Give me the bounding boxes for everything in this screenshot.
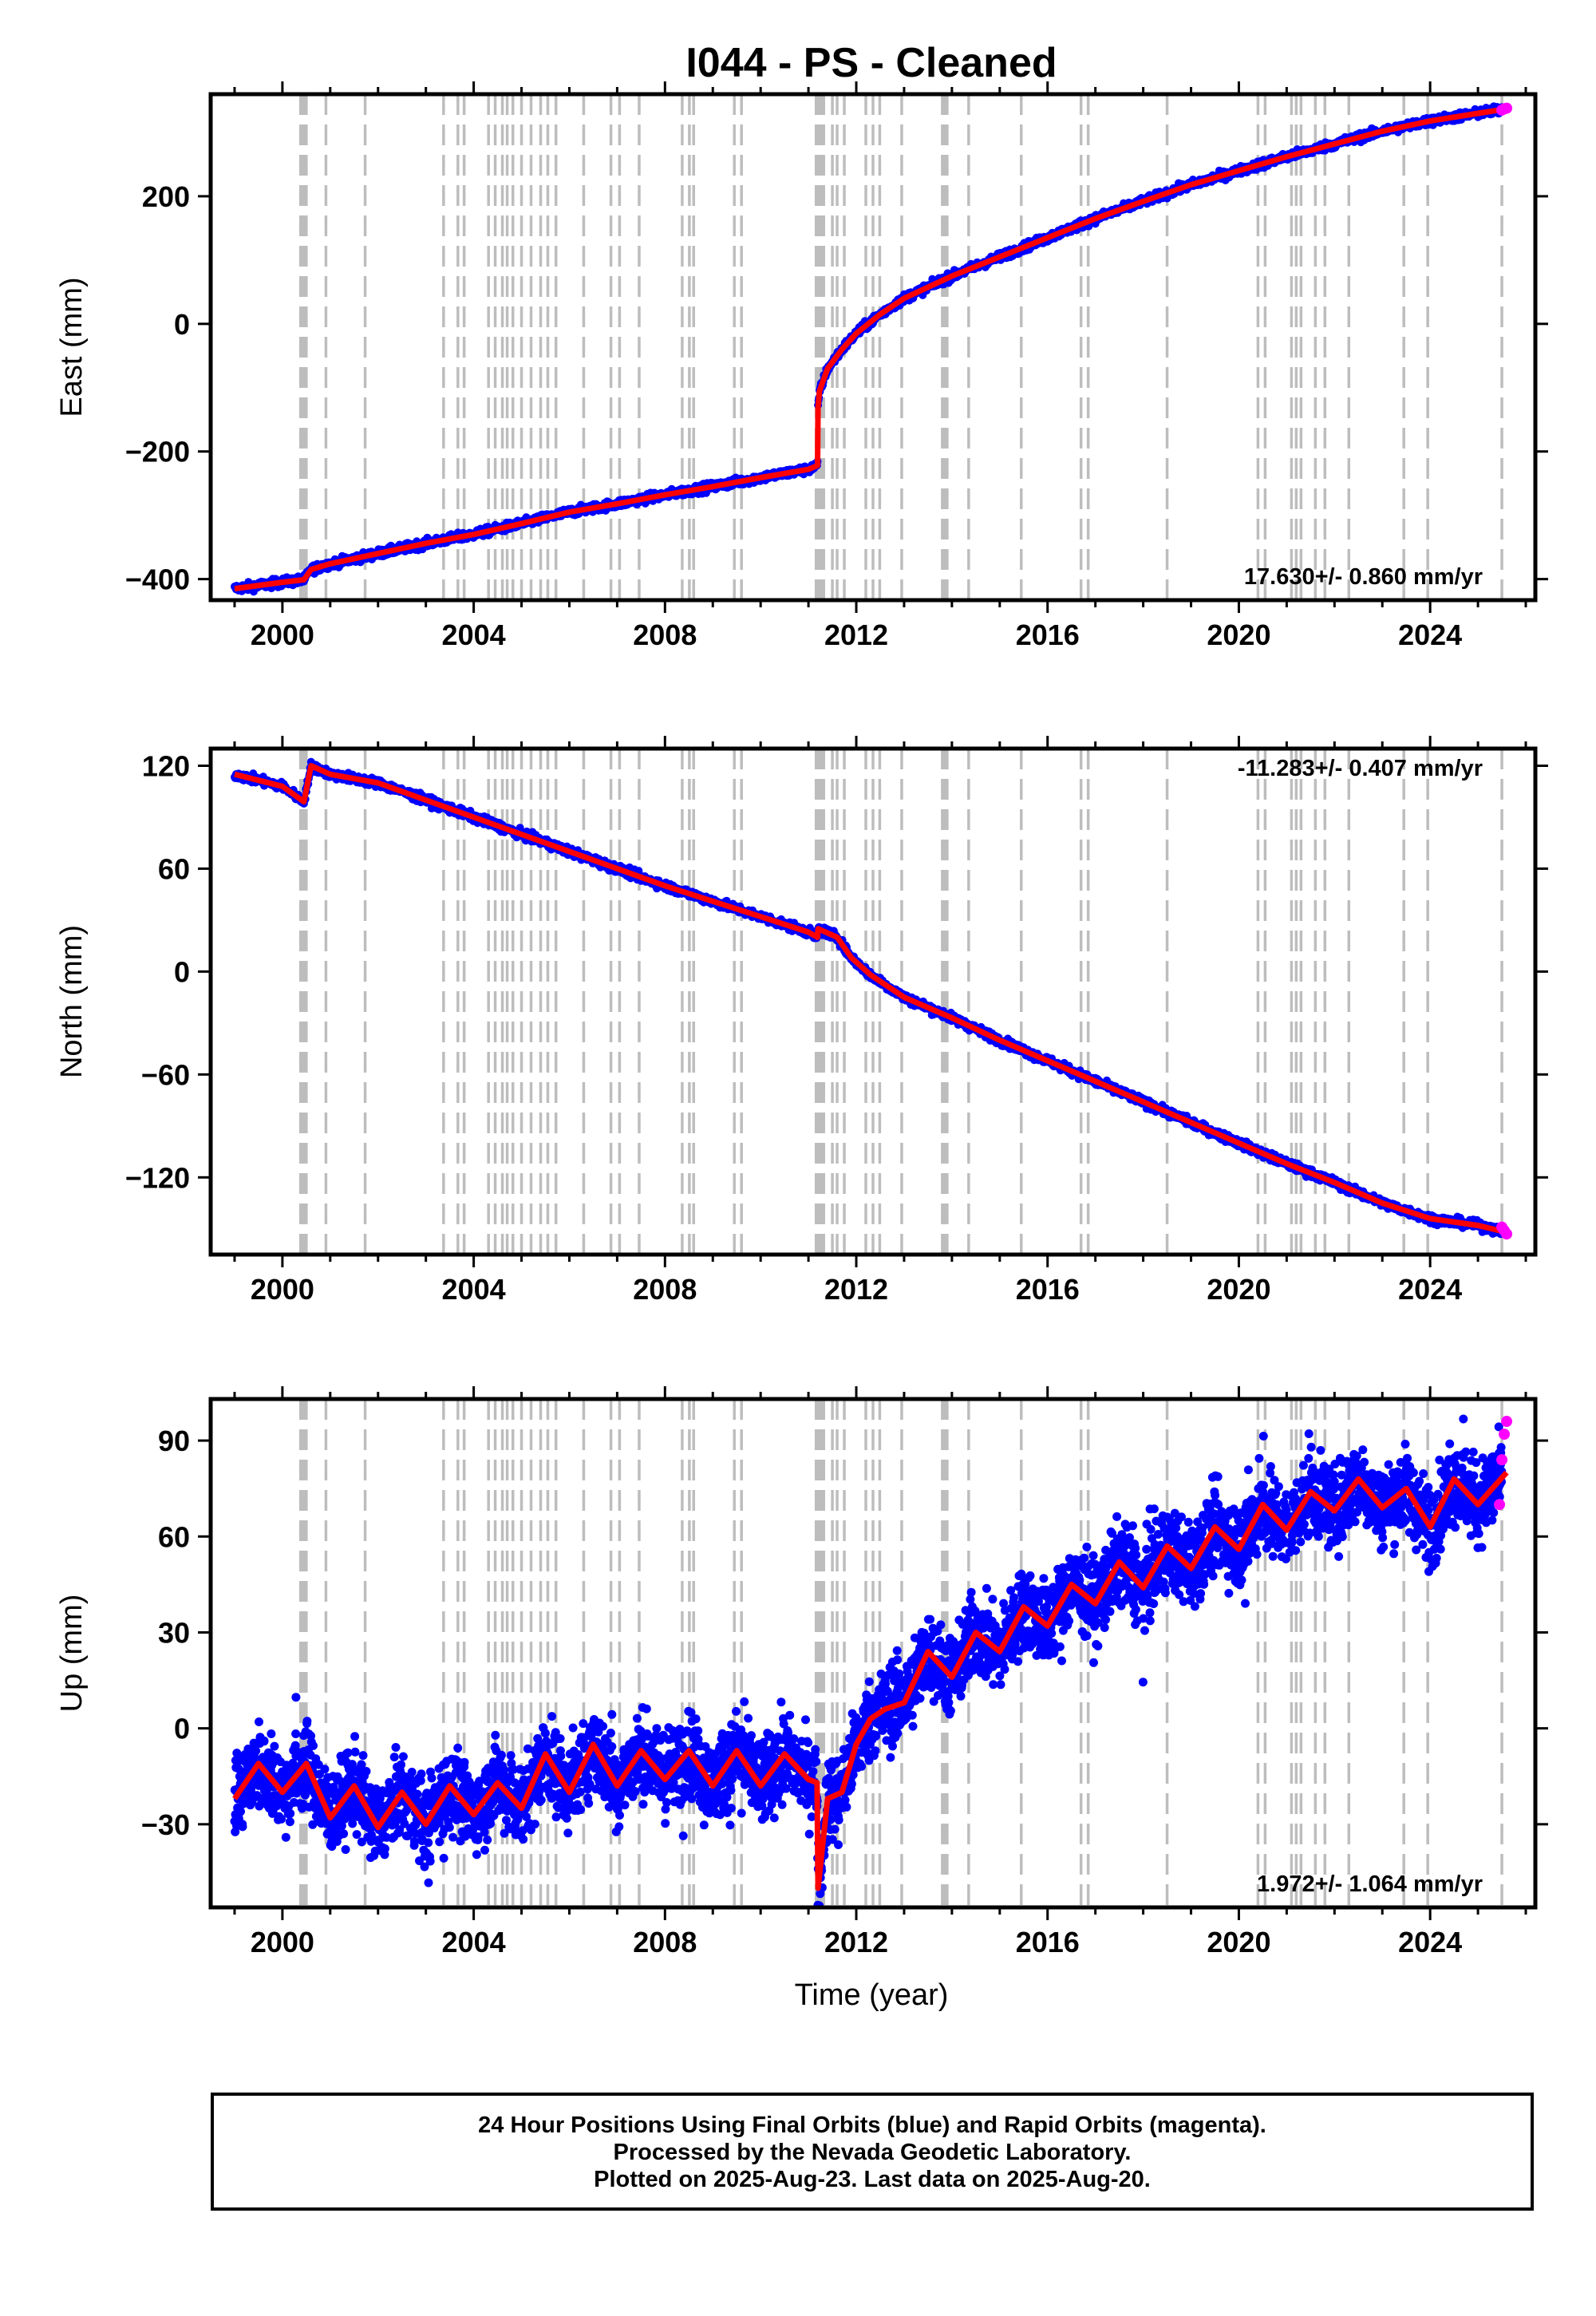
east-y-tick-label: −200 xyxy=(125,436,190,468)
east-x-tick-label: 2012 xyxy=(824,619,888,651)
figure-title: I044 - PS - Cleaned xyxy=(685,40,1057,86)
north-plot-area xyxy=(231,749,1513,1255)
east-panel: 2000 2004 2008 2012 2016 2020 2024 −400 −200 0 200… xyxy=(55,81,1548,651)
east-x-tick-label: 2000 xyxy=(251,619,314,651)
east-y-axis-label: East (mm) xyxy=(55,277,89,417)
east-y-tick-label: 0 xyxy=(174,308,190,341)
east-frame xyxy=(208,92,1538,603)
east-y-tick-label: −400 xyxy=(125,563,190,596)
east-rapid-point xyxy=(1501,102,1513,114)
east-rate-annotation: 17.630+/- 0.860 mm/yr xyxy=(1244,564,1483,590)
east-x-tick-label: 2004 xyxy=(442,619,506,651)
east-x-tick-label: 2020 xyxy=(1207,619,1270,651)
east-model-line xyxy=(234,105,1507,592)
east-y-tick-label: 200 xyxy=(142,180,190,213)
east-x-tick-label: 2008 xyxy=(633,619,697,651)
east-x-tick-label: 2016 xyxy=(1016,619,1080,651)
east-x-tick-label: 2024 xyxy=(1398,619,1462,651)
north-panel: 2000 2004 2008 2012 2016 2020 2024−120−6006012… xyxy=(55,736,1548,1306)
east-plot-area xyxy=(231,94,1513,600)
